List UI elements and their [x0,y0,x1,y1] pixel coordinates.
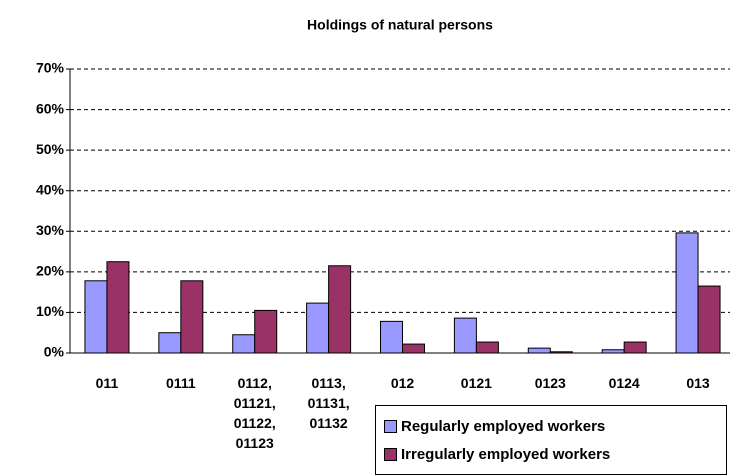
y-tick-label: 20% [36,263,65,279]
x-tick-label: 011 [95,375,119,391]
bar [549,351,573,354]
x-tick-label: 0112, 01121, 01122, 01123 [233,375,276,451]
bar [158,332,182,354]
x-tick-label: 012 [390,375,415,391]
bar [180,280,204,354]
y-tick-label: 50% [36,141,65,157]
bar [697,285,721,354]
y-tick-label: 40% [36,181,65,197]
bar [380,320,403,354]
legend-swatch [384,419,397,433]
legend-swatch [384,447,397,461]
legend-item: Irregularly employed workers [384,440,726,468]
y-tick-label: 60% [36,100,65,116]
bar [601,349,625,354]
legend: Regularly employed workers Irregularly em… [375,405,727,475]
bar [232,334,256,354]
bar [306,302,330,354]
x-tick-label: 013 [686,375,710,391]
chart-title: Holdings of natural persons [307,17,493,33]
legend-item: Regularly employed workers [384,412,726,440]
bar [527,347,551,354]
bar [623,341,647,354]
x-tick-label: 0111 [166,375,196,391]
bar [453,317,477,354]
bar [84,280,108,354]
bar [106,261,130,354]
y-tick-label: 70% [36,60,65,76]
bar [475,341,499,354]
x-tick-label: 0113, 01131, 01132 [307,375,350,431]
x-tick-label: 0123 [534,375,566,391]
x-tick-label: 0124 [608,375,640,391]
bar [328,265,352,354]
y-tick-label: 10% [36,303,65,319]
bar [254,309,278,354]
bar [402,343,425,354]
y-tick-label: 0% [44,344,65,360]
y-tick-label: 30% [36,222,65,238]
legend-label: Irregularly employed workers [401,445,611,463]
x-tick-label: 0121 [460,375,492,391]
bar [675,232,699,354]
legend-label: Regularly employed workers [401,417,606,435]
